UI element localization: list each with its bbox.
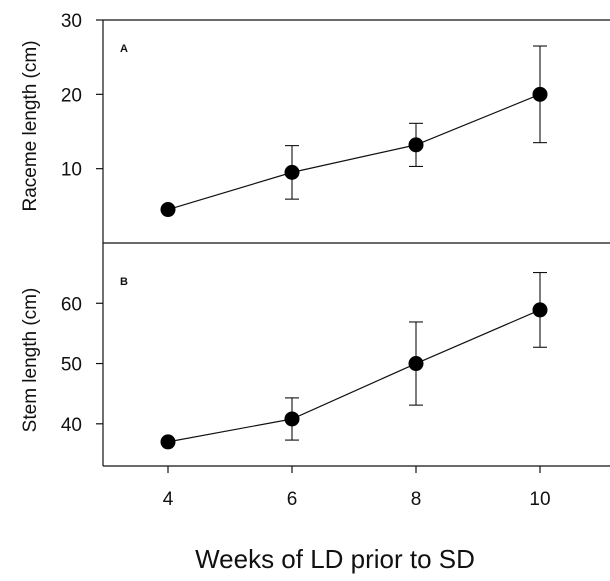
panel-a-y-tick-label: 20 [61,85,82,106]
panel-b-series-line [167,309,541,443]
x-tick-label: 8 [411,489,422,510]
panel-a-data-point [408,137,424,153]
panel-a-label: A [120,43,128,55]
panel-a-data-point [532,86,548,102]
panel-b-y-tick-label: 60 [61,294,82,315]
x-axis-label: Weeks of LD prior to SD [195,544,475,574]
panel-b-y-tick-label: 40 [61,415,82,436]
panel-b-y-tick-label: 50 [61,355,82,376]
panel-b-data-point [284,411,300,427]
panel-a-data-point [160,202,176,218]
panel-a-y-tick-label: 10 [61,160,82,181]
panel-b-data-point [160,434,176,450]
panel-a-y-tick-label: 30 [61,11,82,32]
panel-a: A Raceme length (cm) 10 20 30 [20,11,610,243]
panel-b-y-axis-label: Stem length (cm) [20,288,41,433]
panel-b: B Stem length (cm) 40 50 60 4 6 8 10 [20,243,610,510]
x-tick-label: 6 [287,489,298,510]
panel-b-label: B [120,276,128,288]
panel-a-series-line [167,93,541,211]
panel-a-y-axis-label: Raceme length (cm) [20,40,41,211]
panel-b-data-point [408,356,424,372]
panel-b-data-point [532,302,548,318]
x-tick-label: 4 [163,489,174,510]
panel-a-data-point [284,164,300,180]
x-tick-label: 10 [529,489,550,510]
